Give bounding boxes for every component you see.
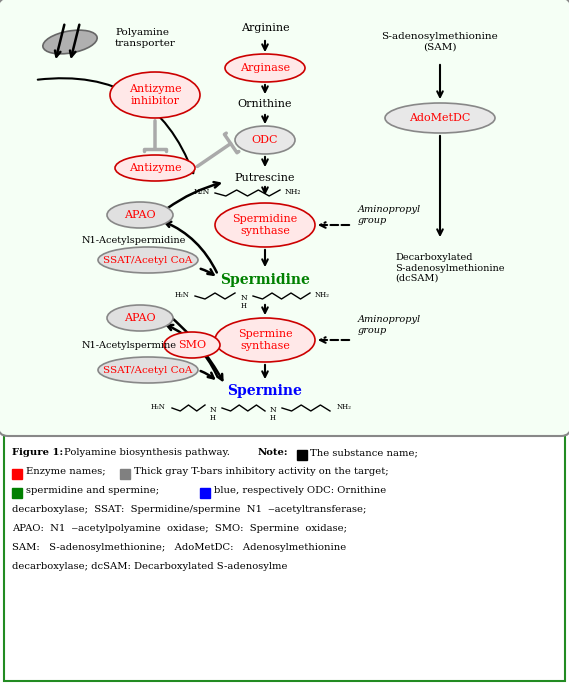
- Text: SAM:   S-adenosylmethionine;   AdoMetDC:   Adenosylmethionine: SAM: S-adenosylmethionine; AdoMetDC: Ade…: [12, 543, 347, 552]
- Ellipse shape: [110, 72, 200, 118]
- Ellipse shape: [98, 247, 198, 273]
- Ellipse shape: [98, 357, 198, 383]
- Ellipse shape: [215, 318, 315, 362]
- Ellipse shape: [385, 103, 495, 133]
- Text: ODC: ODC: [251, 135, 278, 145]
- Text: Putrescine: Putrescine: [235, 173, 295, 183]
- Text: APAO: APAO: [124, 313, 156, 323]
- Ellipse shape: [215, 203, 315, 247]
- Bar: [297, 450, 307, 460]
- Text: Antizyme
inhibitor: Antizyme inhibitor: [129, 84, 182, 105]
- Ellipse shape: [225, 54, 305, 82]
- Text: Decarboxylated
S-adenosylmethionine
(dcSAM): Decarboxylated S-adenosylmethionine (dcS…: [395, 253, 505, 283]
- Text: Figure 1:: Figure 1:: [12, 448, 63, 457]
- Text: APAO:  N1  ‒acetylpolyamine  oxidase;  SMO:  Spermine  oxidase;: APAO: N1 ‒acetylpolyamine oxidase; SMO: …: [12, 524, 347, 533]
- Text: H: H: [270, 414, 276, 422]
- Ellipse shape: [115, 155, 195, 181]
- Text: Spermine: Spermine: [228, 384, 303, 398]
- Text: decarboxylase; dcSAM: Decarboxylated S-adenosylme: decarboxylase; dcSAM: Decarboxylated S-a…: [12, 562, 287, 571]
- Text: N: N: [209, 406, 216, 414]
- Text: N1-Acetylspermine: N1-Acetylspermine: [82, 340, 177, 349]
- Text: blue, respectively ODC: Ornithine: blue, respectively ODC: Ornithine: [214, 486, 386, 495]
- Text: Polyamine biosynthesis pathway.: Polyamine biosynthesis pathway.: [64, 448, 230, 457]
- Text: NH₂: NH₂: [336, 403, 352, 411]
- Text: APAO: APAO: [124, 210, 156, 220]
- Text: Arginase: Arginase: [240, 63, 290, 73]
- Text: Polyamine
transporter: Polyamine transporter: [115, 28, 176, 48]
- Text: H₂N: H₂N: [151, 403, 166, 411]
- FancyBboxPatch shape: [0, 0, 569, 436]
- Text: SMO: SMO: [178, 340, 206, 350]
- Ellipse shape: [107, 305, 173, 331]
- Text: decarboxylase;  SSAT:  Spermidine/spermine  N1  ‒acetyltransferase;: decarboxylase; SSAT: Spermidine/spermine…: [12, 505, 366, 514]
- Text: N: N: [270, 406, 277, 414]
- Text: Ornithine: Ornithine: [238, 99, 292, 109]
- Ellipse shape: [43, 30, 97, 54]
- Text: Spermidine: Spermidine: [220, 273, 310, 287]
- Text: H: H: [241, 302, 247, 310]
- Bar: [12, 469, 22, 479]
- Ellipse shape: [164, 332, 220, 358]
- Bar: [120, 469, 130, 479]
- Text: Arginine: Arginine: [241, 23, 289, 33]
- Text: Thick gray T-bars inhibitory activity on the target;: Thick gray T-bars inhibitory activity on…: [134, 467, 389, 476]
- Text: spermidine and spermine;: spermidine and spermine;: [26, 486, 159, 495]
- Text: SSAT/Acetyl CoA: SSAT/Acetyl CoA: [104, 256, 193, 264]
- Ellipse shape: [235, 126, 295, 154]
- Bar: [12, 488, 22, 498]
- Text: Spermidine
synthase: Spermidine synthase: [232, 214, 298, 236]
- Text: NH₂: NH₂: [315, 291, 329, 299]
- Text: N: N: [241, 294, 248, 302]
- Text: Aminopropyl
group: Aminopropyl group: [358, 315, 421, 335]
- FancyBboxPatch shape: [4, 4, 565, 681]
- Text: SSAT/Acetyl CoA: SSAT/Acetyl CoA: [104, 366, 193, 375]
- Text: N1-Acetylspermidine: N1-Acetylspermidine: [82, 236, 187, 245]
- Text: Aminopropyl
group: Aminopropyl group: [358, 206, 421, 225]
- Text: Note:: Note:: [258, 448, 288, 457]
- Ellipse shape: [107, 202, 173, 228]
- Text: Antizyme: Antizyme: [129, 163, 182, 173]
- Text: H₂N: H₂N: [175, 291, 189, 299]
- Text: AdoMetDC: AdoMetDC: [409, 113, 471, 123]
- Text: Enzyme names;: Enzyme names;: [26, 467, 106, 476]
- Text: S-adenosylmethionine
(SAM): S-adenosylmethionine (SAM): [382, 32, 498, 51]
- Text: H: H: [210, 414, 216, 422]
- Text: The substance name;: The substance name;: [310, 448, 418, 457]
- Bar: [200, 488, 210, 498]
- Text: H₂N: H₂N: [194, 188, 210, 196]
- Text: Spermine
synthase: Spermine synthase: [238, 329, 292, 351]
- Text: NH₂: NH₂: [285, 188, 301, 196]
